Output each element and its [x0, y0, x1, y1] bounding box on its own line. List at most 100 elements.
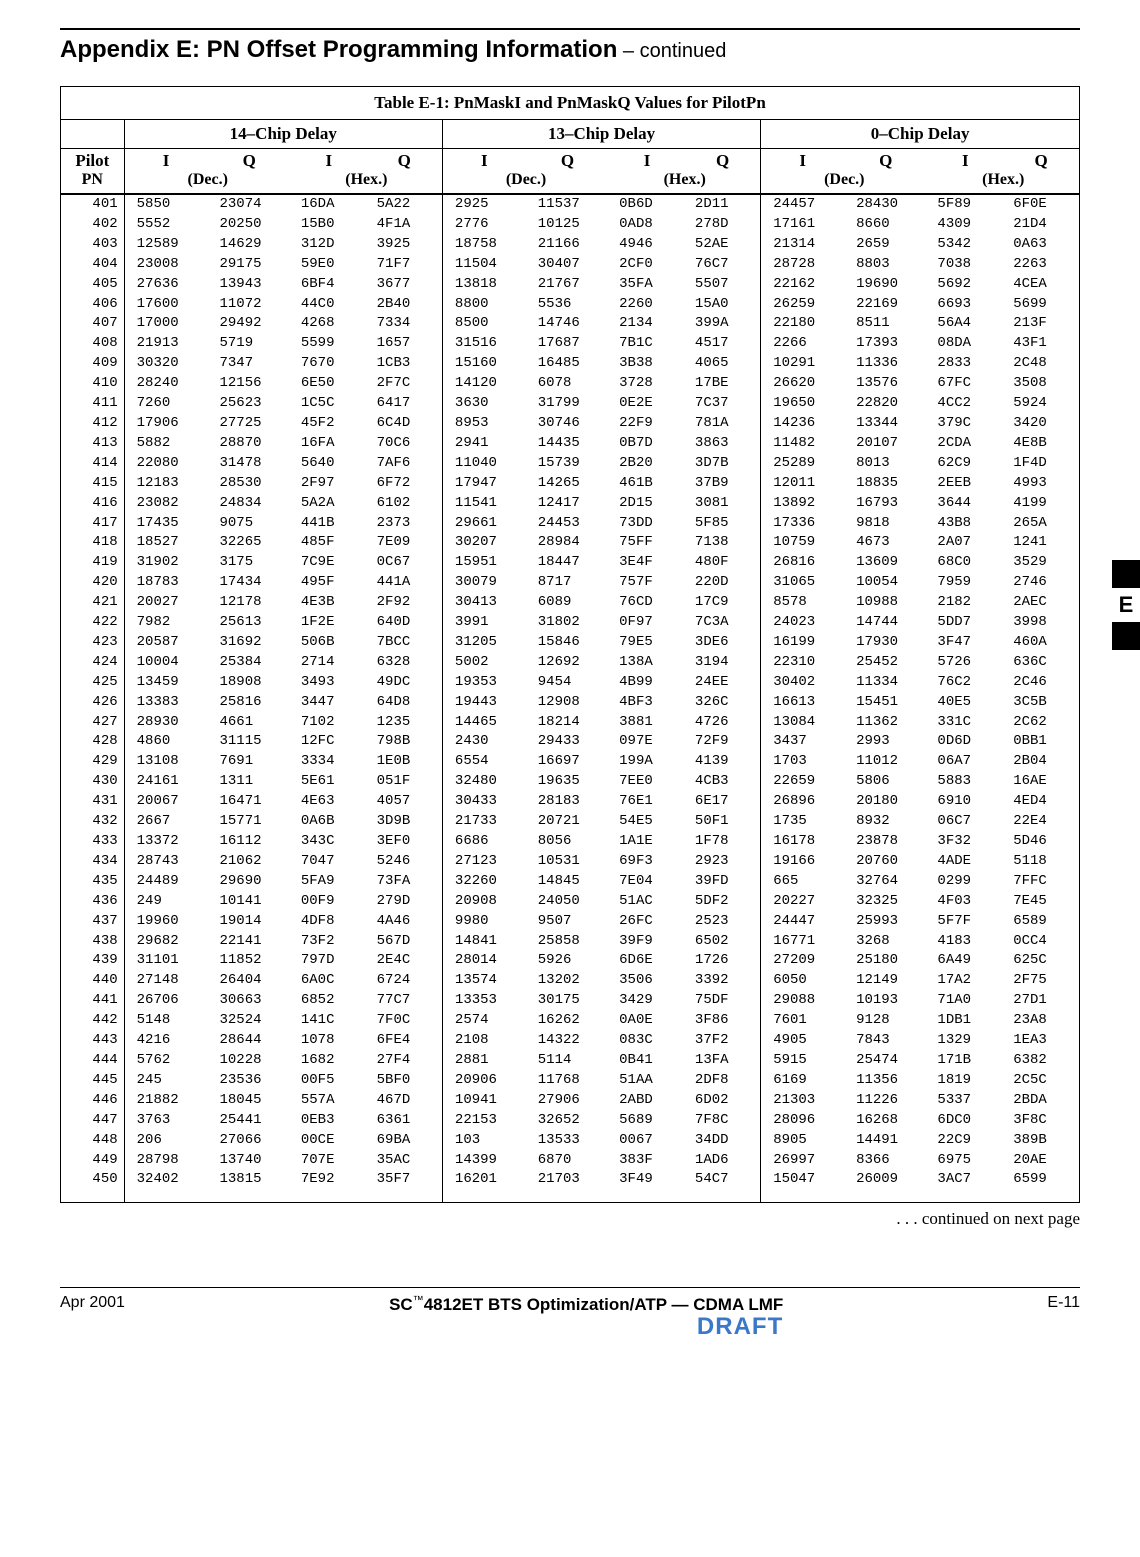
table-row: 40158502307416DA5A222925115370B6D2D11244… — [61, 194, 1079, 215]
cell: 7334 — [367, 314, 443, 334]
cell: 5F7F — [927, 912, 1003, 932]
cell: 16471 — [208, 792, 291, 812]
table-row: 42120027121784E3B2F9230413608976CD17C985… — [61, 593, 1079, 613]
cell: 19690 — [844, 275, 927, 295]
sub-dec: (Dec.) — [761, 171, 928, 194]
cell: 11537 — [526, 194, 609, 215]
cell: 3392 — [685, 971, 761, 991]
cell: 379C — [927, 414, 1003, 434]
cell: 23878 — [844, 832, 927, 852]
cell: 4B99 — [609, 673, 685, 693]
cell: 3763 — [124, 1111, 207, 1131]
cell: 34DD — [685, 1131, 761, 1151]
cell: 00CE — [291, 1131, 367, 1151]
cell: 6693 — [927, 295, 1003, 315]
cell: 4E8B — [1003, 434, 1079, 454]
cell: 25441 — [208, 1111, 291, 1131]
cell: 437 — [61, 912, 124, 932]
cell: 9075 — [208, 514, 291, 534]
cell: 12178 — [208, 593, 291, 613]
cell: 13609 — [844, 553, 927, 573]
cell: 20AE — [1003, 1151, 1079, 1171]
cell: 43B8 — [927, 514, 1003, 534]
cell: 432 — [61, 812, 124, 832]
table-row: 412179062772545F26C4D89533074622F9781A14… — [61, 414, 1079, 434]
cell: 22E4 — [1003, 812, 1079, 832]
cell: 7C37 — [685, 394, 761, 414]
cell: 75DF — [685, 991, 761, 1011]
cell: 28644 — [208, 1031, 291, 1051]
cell: 11768 — [526, 1071, 609, 1091]
cell: 16613 — [761, 693, 844, 713]
cell: 3D9B — [367, 812, 443, 832]
cell: 18908 — [208, 673, 291, 693]
cell: 20721 — [526, 812, 609, 832]
cell: 439 — [61, 951, 124, 971]
cell: 16268 — [844, 1111, 927, 1131]
iq-i: I — [609, 149, 685, 172]
cell: 21913 — [124, 334, 207, 354]
cell: 32524 — [208, 1011, 291, 1031]
cell: 14841 — [442, 932, 525, 952]
cell: 7670 — [291, 354, 367, 374]
cell: 4946 — [609, 235, 685, 255]
table-row: 41358822887016FA70C62941144350B7D3863114… — [61, 434, 1079, 454]
cell: 1726 — [685, 951, 761, 971]
cell: 2659 — [844, 235, 927, 255]
cell: 5002 — [442, 653, 525, 673]
cell: 3C5B — [1003, 693, 1079, 713]
cell: 32260 — [442, 872, 525, 892]
cell: 401 — [61, 194, 124, 215]
cell: 5719 — [208, 334, 291, 354]
cell: 0299 — [927, 872, 1003, 892]
cell: 5DD7 — [927, 613, 1003, 633]
cell: 24834 — [208, 494, 291, 514]
cell: 28930 — [124, 713, 207, 733]
cell: 31802 — [526, 613, 609, 633]
table-row: 406176001107244C02B4088005536226015A0262… — [61, 295, 1079, 315]
cell: 557A — [291, 1091, 367, 1111]
cell: 15160 — [442, 354, 525, 374]
table-body: 40158502307416DA5A222925115370B6D2D11244… — [61, 194, 1079, 1202]
cell: 4905 — [761, 1031, 844, 1051]
cell: 20760 — [844, 852, 927, 872]
cell: 19650 — [761, 394, 844, 414]
table-row: 4181852732265485F7E09302072898475FF71381… — [61, 533, 1079, 553]
cell: 8800 — [442, 295, 525, 315]
cell: 5689 — [609, 1111, 685, 1131]
cell: 3630 — [442, 394, 525, 414]
cell: 3081 — [685, 494, 761, 514]
cell: 8511 — [844, 314, 927, 334]
cell: 24EE — [685, 673, 761, 693]
cell: 10125 — [526, 215, 609, 235]
cell: 0A6B — [291, 812, 367, 832]
table-row: 4362491014100F9279D209082405051AC5DF2202… — [61, 892, 1079, 912]
cell: 1AD6 — [685, 1151, 761, 1171]
cell: 5726 — [927, 653, 1003, 673]
cell: 16178 — [761, 832, 844, 852]
cell: 1CB3 — [367, 354, 443, 374]
cell: 441A — [367, 573, 443, 593]
cell: 72F9 — [685, 732, 761, 752]
cell: 414 — [61, 454, 124, 474]
table-row: 4322667157710A6B3D9B217332072154E550F117… — [61, 812, 1079, 832]
cell: 27D1 — [1003, 991, 1079, 1011]
cell: 7260 — [124, 394, 207, 414]
iq-q: Q — [367, 149, 443, 172]
cell: 22141 — [208, 932, 291, 952]
cell: 5924 — [1003, 394, 1079, 414]
cell: 0E2E — [609, 394, 685, 414]
cell: 4199 — [1003, 494, 1079, 514]
cell: 15739 — [526, 454, 609, 474]
cell: 7047 — [291, 852, 367, 872]
cell: 8056 — [526, 832, 609, 852]
cell: 141C — [291, 1011, 367, 1031]
cell: 32764 — [844, 872, 927, 892]
cell: 4A46 — [367, 912, 443, 932]
cell: 12011 — [761, 474, 844, 494]
cell: 24023 — [761, 613, 844, 633]
caption-rest: PnMaskI and PnMaskQ Values for PilotPn — [450, 93, 766, 112]
cell: 5337 — [927, 1091, 1003, 1111]
cell: 2C5C — [1003, 1071, 1079, 1091]
cell: 5F85 — [685, 514, 761, 534]
